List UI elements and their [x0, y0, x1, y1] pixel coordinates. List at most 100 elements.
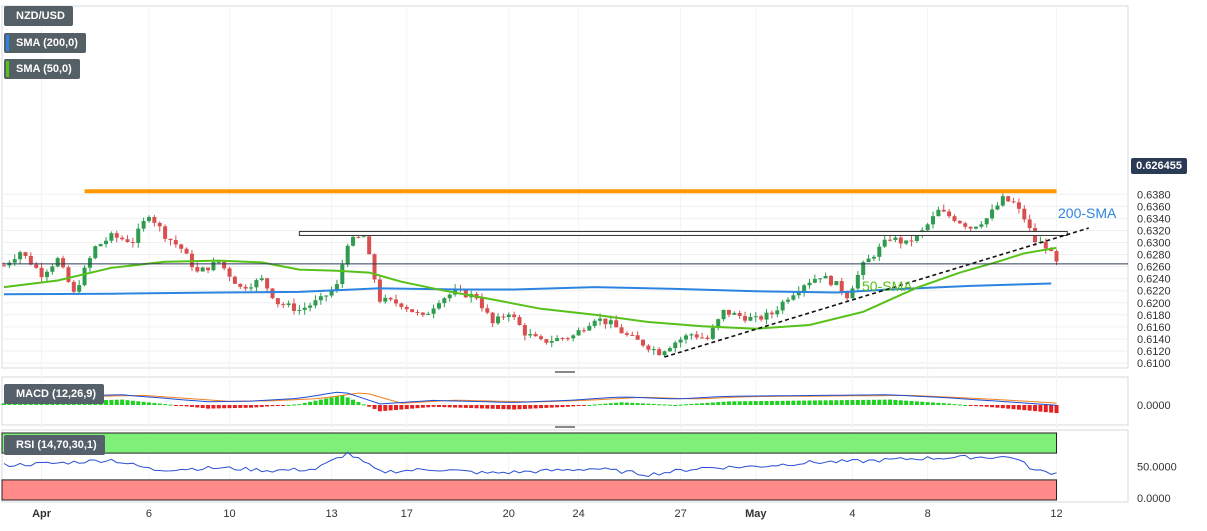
candle-body	[125, 239, 130, 242]
macd-histogram-bar	[796, 400, 801, 405]
candle-body	[501, 316, 506, 318]
macd-histogram-bar	[270, 405, 275, 407]
macd-histogram-bar	[377, 405, 382, 412]
candle-body	[759, 316, 764, 320]
macd-histogram-bar	[539, 405, 543, 409]
macd-histogram-bar	[146, 402, 151, 405]
x-tick-label: 17	[401, 508, 413, 520]
macd-histogram-bar	[501, 405, 506, 410]
candle-body	[598, 318, 603, 321]
y-tick-label: 0.6340	[1137, 213, 1171, 225]
macd-histogram-bar	[265, 405, 270, 407]
rsi-label: RSI (14,70,30,1)	[4, 435, 105, 455]
candle-body	[619, 327, 624, 334]
candle-body	[120, 237, 125, 240]
macd-histogram-bar	[249, 405, 254, 408]
macd-histogram-bar	[1011, 405, 1016, 410]
legend-sma50: SMA (50,0)	[4, 59, 80, 79]
candle-body	[1022, 208, 1027, 220]
macd-histogram-bar	[549, 405, 554, 408]
macd-histogram-bar	[877, 399, 882, 405]
macd-histogram-bar	[2, 403, 6, 405]
candle-body	[936, 209, 941, 217]
sma50-swatch	[6, 61, 9, 77]
macd-histogram-bar	[936, 402, 941, 405]
candle-body	[823, 275, 828, 279]
macd-histogram-bar	[700, 403, 705, 405]
macd-histogram-bar	[447, 405, 452, 408]
candle-body	[286, 303, 291, 305]
macd-histogram-bar	[388, 405, 393, 411]
macd-histogram-bar	[259, 405, 264, 407]
macd-histogram-bar	[458, 405, 463, 408]
y-tick-label: 0.6140	[1137, 334, 1171, 346]
macd-histogram-bar	[802, 400, 807, 405]
macd-histogram-bar	[474, 405, 479, 409]
candle-body	[705, 337, 710, 339]
macd-histogram-bar	[324, 398, 329, 405]
y-tick-label: 0.6120	[1137, 346, 1171, 358]
candle-body	[995, 205, 1000, 210]
macd-histogram-bar	[576, 405, 581, 406]
macd-histogram-bar	[179, 405, 184, 406]
macd-histogram-bar	[1049, 405, 1054, 413]
macd-histogram-bar	[232, 405, 237, 409]
candle-body	[893, 237, 898, 241]
candle-body	[549, 341, 554, 343]
candle-body	[979, 224, 984, 227]
legend-sma200-label: SMA (200,0)	[16, 37, 78, 49]
sma200-line	[3, 282, 1052, 296]
candle-body	[850, 288, 855, 299]
annotation-50-sma: 50-SMA	[862, 278, 913, 294]
candle-body	[657, 349, 662, 356]
macd-histogram-bar	[624, 402, 629, 405]
macd-histogram-bar	[334, 396, 339, 405]
macd-histogram-bar	[222, 405, 227, 409]
macd-histogram-bar	[463, 405, 468, 408]
candle-body	[490, 312, 495, 324]
macd-histogram-bar	[168, 404, 173, 406]
candle-body	[87, 258, 92, 268]
macd-histogram-bar	[1027, 405, 1032, 411]
candle-body	[544, 339, 549, 343]
macd-histogram-bar	[109, 399, 114, 405]
macd-histogram-bar	[791, 400, 796, 405]
candle-body	[61, 258, 66, 268]
macd-histogram-bar	[667, 404, 672, 406]
macd-histogram-bar	[592, 404, 597, 406]
candle-body	[635, 335, 640, 340]
candle-body	[571, 335, 576, 339]
candle-body	[990, 209, 995, 219]
macd-histogram-bar	[367, 405, 372, 407]
x-tick-label: 6	[146, 508, 152, 520]
candle-body	[130, 241, 135, 243]
macd-histogram-bar	[528, 405, 533, 409]
candle-body	[963, 223, 968, 227]
candle-body	[93, 246, 98, 259]
panel-resize-handle	[555, 371, 575, 373]
candle-body	[329, 290, 334, 296]
candle-body	[1011, 201, 1016, 203]
macd-histogram-bar	[420, 405, 425, 408]
candle-body	[302, 307, 307, 310]
macd-histogram-bar	[657, 404, 662, 406]
macd-histogram-bar	[318, 399, 323, 405]
macd-histogram-bar	[141, 401, 146, 405]
candle-body	[12, 259, 17, 263]
candle-body	[324, 295, 329, 297]
candle-body	[195, 267, 200, 272]
candle-body	[689, 334, 694, 336]
candle-body	[415, 312, 420, 314]
macd-histogram-bar	[496, 405, 501, 409]
y-tick-label: 0.6300	[1137, 238, 1171, 250]
candle-body	[243, 286, 248, 289]
macd-histogram-bar	[871, 399, 876, 405]
candle-body	[227, 268, 232, 277]
macd-histogram-bar	[1038, 405, 1043, 412]
macd-histogram-bar	[898, 400, 903, 405]
macd-histogram-bar	[769, 400, 774, 405]
candle-body	[888, 239, 893, 241]
macd-histogram-bar	[442, 405, 447, 408]
macd-histogram-bar	[673, 405, 678, 406]
